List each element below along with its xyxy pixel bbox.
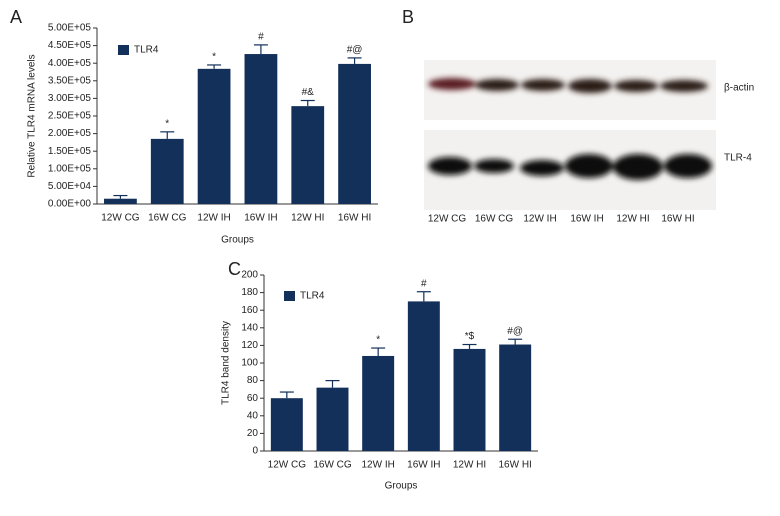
panel-label: A (10, 7, 22, 27)
bar (104, 198, 137, 204)
x-tick-label: 12W IH (197, 213, 230, 224)
lane-label: 12W CG (428, 214, 467, 225)
bar (316, 387, 349, 451)
lane-label: 16W HI (661, 214, 694, 225)
bar (270, 398, 303, 451)
y-tick-label: 120 (241, 340, 258, 351)
legend-label: TLR4 (134, 45, 159, 56)
error-bar (347, 57, 362, 64)
y-tick-label: 40 (247, 410, 259, 421)
x-tick-label: 12W CG (268, 460, 307, 471)
error-bar (325, 380, 340, 388)
x-tick-label: 12W CG (101, 213, 140, 224)
error-bar (279, 391, 294, 399)
x-tick-label: 16W HI (498, 460, 531, 471)
lane-label: 16W IH (570, 214, 603, 225)
significance-label: * (212, 52, 216, 63)
bar (407, 301, 440, 451)
y-tick-label: 1.50E+05 (48, 146, 92, 157)
significance-label: * (376, 335, 380, 346)
bar (453, 348, 486, 451)
band-label: TLR-4 (724, 153, 752, 164)
error-bar (300, 99, 315, 107)
x-axis-label: Groups (221, 235, 254, 246)
x-tick-label: 16W IH (244, 213, 277, 224)
y-tick-label: 2.50E+05 (48, 111, 92, 122)
legend-swatch (118, 45, 129, 55)
error-bar (253, 44, 268, 55)
bar (499, 344, 532, 451)
y-tick-label: 20 (247, 428, 259, 439)
y-tick-label: 160 (241, 305, 258, 316)
significance-label: *$ (465, 331, 475, 342)
panel-label: C (228, 259, 241, 279)
y-tick-label: 60 (247, 393, 259, 404)
blot-image (424, 60, 716, 210)
x-tick-label: 12W HI (453, 460, 486, 471)
y-tick-label: 4.50E+05 (48, 40, 92, 51)
x-tick-label: 16W IH (407, 460, 440, 471)
y-tick-label: 5.00E+04 (48, 181, 92, 192)
bar (197, 68, 231, 204)
significance-label: #& (302, 87, 315, 98)
y-tick-label: 5.00E+05 (48, 23, 92, 34)
x-tick-label: 12W HI (291, 213, 324, 224)
lane-label: 12W IH (523, 214, 556, 225)
y-axis-label: TLR4 band density (221, 321, 232, 405)
legend-label: TLR4 (300, 291, 325, 302)
bar (362, 355, 395, 451)
bar (338, 63, 371, 205)
error-bar (462, 343, 477, 349)
lane-label: 12W HI (616, 214, 649, 225)
error-bar (207, 64, 222, 69)
y-tick-label: 3.00E+05 (48, 93, 92, 104)
y-tick-label: 1.00E+05 (48, 163, 92, 174)
bar (291, 106, 325, 204)
error-bar (371, 347, 386, 356)
y-tick-label: 3.50E+05 (48, 75, 92, 86)
significance-label: #@ (347, 45, 363, 56)
x-tick-label: 12W IH (361, 460, 394, 471)
x-tick-label: 16W CG (148, 213, 187, 224)
error-bar (113, 194, 128, 199)
x-tick-label: 16W CG (313, 460, 352, 471)
significance-label: * (165, 118, 169, 129)
y-tick-label: 200 (241, 270, 258, 281)
y-axis-label: Relative TLR4 mRNA levels (27, 54, 38, 177)
band-label: β-actin (724, 83, 754, 94)
x-axis-label: Groups (385, 481, 418, 492)
y-tick-label: 2.00E+05 (48, 128, 92, 139)
significance-label: # (258, 32, 264, 43)
bar (150, 138, 184, 204)
legend-swatch (284, 291, 295, 301)
y-tick-label: 140 (241, 322, 258, 333)
bar (244, 54, 278, 204)
significance-label: #@ (507, 326, 523, 337)
y-tick-label: 4.00E+05 (48, 58, 92, 69)
panel-label: B (402, 7, 414, 27)
lane-label: 16W CG (475, 214, 514, 225)
y-tick-label: 180 (241, 287, 258, 298)
x-tick-label: 16W HI (338, 213, 371, 224)
error-bar (416, 291, 431, 302)
significance-label: # (421, 278, 427, 289)
y-tick-label: 0 (252, 446, 258, 457)
error-bar (160, 131, 175, 139)
y-tick-label: 100 (241, 358, 258, 369)
y-tick-label: 0.00E+00 (48, 199, 92, 210)
y-tick-label: 80 (247, 375, 259, 386)
error-bar (508, 338, 523, 345)
